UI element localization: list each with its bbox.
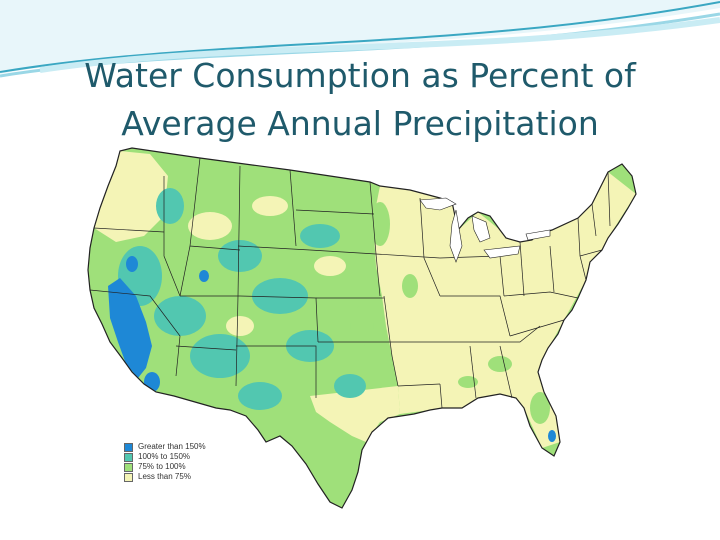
legend-swatch xyxy=(124,442,133,452)
map-legend: Greater than 150% 100% to 150% 75% to 10… xyxy=(124,442,206,482)
us-map: Greater than 150% 100% to 150% 75% to 10… xyxy=(80,146,654,514)
legend-item: Greater than 150% xyxy=(124,442,206,452)
legend-item: 100% to 150% xyxy=(124,452,206,462)
legend-swatch xyxy=(124,452,133,462)
slide-title-line-2: Average Annual Precipitation xyxy=(121,104,599,143)
header-swoosh-decoration xyxy=(0,0,720,78)
legend-item: 75% to 100% xyxy=(124,462,206,472)
legend-swatch xyxy=(124,462,133,472)
legend-item: Less than 75% xyxy=(124,472,206,482)
slide-title-line-1: Water Consumption as Percent of xyxy=(84,56,636,95)
legend-label: 100% to 150% xyxy=(138,452,191,461)
legend-label: 75% to 100% xyxy=(138,462,186,471)
us-map-graphic xyxy=(87,147,637,509)
slide-title: Water Consumption as Percent of Average … xyxy=(0,52,720,148)
legend-label: Less than 75% xyxy=(138,472,191,481)
legend-swatch xyxy=(124,472,133,482)
legend-label: Greater than 150% xyxy=(138,442,206,451)
